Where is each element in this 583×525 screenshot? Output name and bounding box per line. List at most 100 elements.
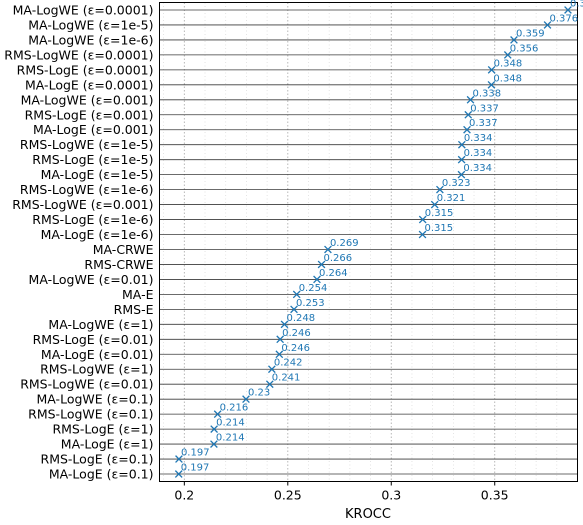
y-tick-label: MA-LogWE (ε=0.01) — [29, 272, 154, 287]
data-point — [290, 305, 298, 314]
x-marker-stroke — [275, 350, 284, 359]
y-tick-label: RMS-LogE (ε=0.01) — [33, 332, 154, 347]
x-tick-label: 0.2 — [174, 488, 194, 503]
data-label: 0.337 — [469, 118, 498, 129]
data-label: 0.385 — [570, 0, 583, 9]
x-marker-stroke — [457, 170, 466, 179]
data-point — [464, 110, 473, 119]
data-point — [276, 335, 285, 344]
y-tick-label: MA-LogWE (ε=0.1) — [37, 392, 154, 407]
y-tick-label: MA-CRWE — [93, 242, 154, 257]
data-label: 0.359 — [516, 28, 545, 39]
data-label: 0.197 — [181, 463, 210, 474]
x-marker-stroke — [418, 230, 427, 239]
data-point — [510, 36, 518, 44]
data-point — [175, 455, 183, 463]
x-marker-stroke — [430, 200, 439, 209]
y-axis-labels: MA-LogWE (ε=0.0001)MA-LogWE (ε=1e-5)MA-L… — [4, 2, 153, 481]
x-marker-stroke — [503, 51, 512, 59]
y-tick-label: RMS-LogE (ε=1e-5) — [32, 152, 153, 167]
y-tick-label: RMS-LogE (ε=1) — [52, 422, 153, 437]
x-marker-stroke — [487, 65, 496, 74]
category-row-lines — [159, 9, 578, 475]
y-tick-label: MA-LogWE (ε=1) — [48, 317, 153, 332]
x-marker-stroke — [317, 260, 326, 269]
data-label: 0.315 — [425, 208, 454, 219]
data-point — [242, 395, 250, 404]
y-tick-label: RMS-CRWE — [84, 257, 153, 272]
data-point — [210, 425, 218, 433]
y-tick-label: RMS-LogWE (ε=0.1) — [28, 407, 153, 422]
data-label: 0.254 — [299, 283, 328, 294]
data-label: 0.338 — [473, 88, 502, 99]
data-label: 0.23 — [248, 388, 270, 399]
y-tick-label: MA-LogE (ε=0.1) — [49, 467, 154, 482]
data-label: 0.348 — [493, 73, 522, 84]
data-point — [313, 275, 321, 284]
x-tick-label: 0.35 — [481, 488, 509, 503]
x-marker-stroke — [418, 215, 427, 224]
x-marker-stroke — [210, 425, 218, 433]
data-point — [457, 155, 466, 164]
y-tick-label: RMS-LogE (ε=0.001) — [25, 107, 154, 122]
data-point — [463, 125, 471, 134]
x-marker-stroke — [213, 410, 222, 419]
y-tick-label: MA-LogE (ε=1) — [61, 437, 154, 452]
x-marker-stroke — [457, 155, 466, 164]
x-marker-stroke — [436, 185, 444, 194]
x-marker-stroke — [313, 275, 321, 284]
y-tick-label: MA-LogWE (ε=0.001) — [21, 92, 154, 107]
data-label: 0.348 — [494, 58, 523, 69]
data-markers — [174, 6, 572, 478]
data-label: 0.216 — [220, 403, 249, 414]
data-label: 0.323 — [442, 178, 471, 189]
data-label: 0.266 — [324, 253, 353, 264]
data-point — [430, 200, 439, 209]
data-label: 0.334 — [463, 163, 492, 174]
data-point — [280, 320, 289, 329]
data-point — [292, 290, 301, 299]
y-tick-label: RMS-LogWE (ε=0.0001) — [4, 47, 153, 62]
x-marker-stroke — [276, 335, 285, 344]
data-label: 0.253 — [296, 298, 325, 309]
data-point — [487, 80, 496, 89]
x-marker-stroke — [290, 305, 298, 314]
y-tick-label: RMS-E — [114, 302, 154, 317]
x-marker-stroke — [463, 125, 471, 134]
grid-lines — [163, 2, 578, 482]
data-point — [210, 440, 218, 448]
x-marker-stroke — [543, 21, 552, 29]
x-marker-stroke — [324, 245, 332, 254]
y-tick-label: RMS-LogWE (ε=1e-6) — [20, 182, 154, 197]
x-tick-label: 0.25 — [274, 488, 302, 503]
data-label: 0.214 — [216, 418, 245, 429]
data-label: 0.242 — [274, 358, 303, 369]
y-tick-label: MA-E — [122, 287, 154, 302]
data-point — [174, 470, 183, 478]
y-tick-label: RMS-LogWE (ε=1e-5) — [20, 137, 154, 152]
data-label: 0.214 — [216, 433, 245, 444]
data-point — [564, 6, 572, 14]
data-point — [503, 51, 512, 59]
y-tick-label: RMS-LogWE (ε=0.001) — [12, 197, 153, 212]
y-tick-label: MA-LogE (ε=1e-6) — [41, 227, 154, 242]
data-label: 0.376 — [549, 13, 578, 24]
data-label: 0.248 — [286, 313, 315, 324]
data-point — [213, 410, 222, 419]
data-point — [265, 380, 274, 389]
y-tick-label: MA-LogWE (ε=1e-5) — [28, 17, 153, 32]
x-marker-stroke — [466, 95, 475, 104]
y-tick-label: RMS-LogWE (ε=1) — [40, 362, 153, 377]
data-label: 0.264 — [319, 268, 348, 279]
data-label: 0.197 — [181, 448, 210, 459]
y-tick-label: MA-LogE (ε=1e-5) — [41, 167, 154, 182]
data-labels: 0.385 0.376 0.359 0.356 0.348 0.348 0.338 0.337… — [181, 0, 583, 474]
data-point — [317, 260, 326, 269]
data-label: 0.334 — [464, 133, 493, 144]
x-marker-stroke — [280, 320, 289, 329]
x-marker-stroke — [487, 80, 496, 89]
y-tick-label: RMS-LogE (ε=0.1) — [41, 452, 154, 467]
plot-frame — [159, 2, 578, 482]
x-marker-stroke — [564, 6, 572, 14]
